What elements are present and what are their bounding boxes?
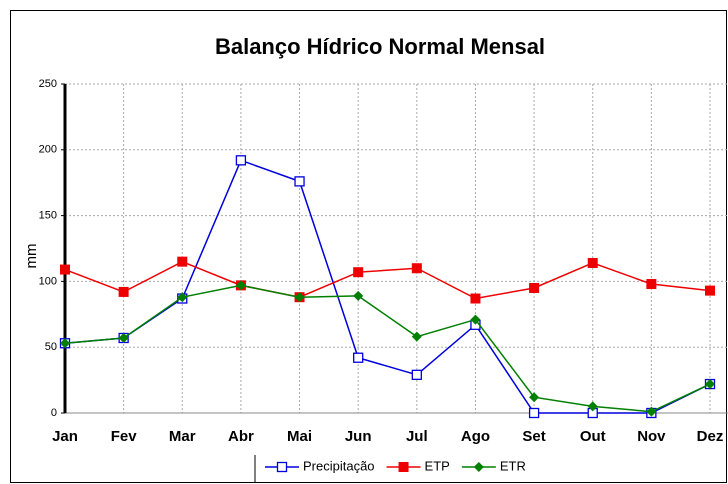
marker xyxy=(398,462,409,472)
y-tick-label: 0 xyxy=(51,407,57,419)
marker xyxy=(646,406,657,417)
x-tick-label: Out xyxy=(580,428,606,445)
marker xyxy=(587,401,598,412)
x-tick-label: Jun xyxy=(345,428,372,445)
y-tick-label: 200 xyxy=(39,144,57,156)
x-tick-label: Set xyxy=(522,428,545,445)
marker xyxy=(60,338,70,349)
series-line xyxy=(64,159,711,414)
marker xyxy=(118,332,129,343)
marker xyxy=(529,282,540,293)
marker xyxy=(177,292,188,303)
marker xyxy=(235,155,247,166)
series-line xyxy=(64,260,711,300)
marker xyxy=(294,292,305,303)
marker xyxy=(473,462,484,472)
marker xyxy=(411,263,422,274)
legend-label: Precipitação xyxy=(303,458,375,473)
x-tick-label: Jul xyxy=(406,428,428,445)
marker xyxy=(470,293,481,304)
x-tick-label: Ago xyxy=(461,428,490,445)
marker xyxy=(470,314,481,325)
legend: Precipitação ETP ETR xyxy=(254,455,526,483)
marker xyxy=(646,279,657,290)
marker xyxy=(353,352,364,363)
chart-title: Balanço Hídrico Normal Mensal xyxy=(215,34,545,59)
marker xyxy=(529,392,540,403)
legend-label: ETP xyxy=(425,458,450,473)
x-tick-label: Nov xyxy=(637,428,666,445)
y-tick-label: 150 xyxy=(39,210,57,222)
marker xyxy=(276,461,288,473)
marker xyxy=(60,264,70,275)
y-tick-label: 100 xyxy=(39,275,57,287)
x-tick-label: Mar xyxy=(169,428,196,445)
marker xyxy=(705,379,715,390)
marker xyxy=(411,369,422,380)
marker xyxy=(177,256,188,267)
marker xyxy=(587,257,598,268)
legend-label: ETR xyxy=(500,458,526,473)
marker xyxy=(528,407,540,419)
x-tick-label: Dez xyxy=(697,428,724,445)
marker xyxy=(235,280,246,291)
marker xyxy=(411,331,422,342)
series-line xyxy=(64,284,711,413)
marker xyxy=(118,286,129,297)
x-tick-label: Fev xyxy=(111,428,138,445)
y-axis-label: mm xyxy=(23,244,40,269)
y-tick-label: 250 xyxy=(39,78,57,90)
marker xyxy=(353,267,364,278)
y-tick-label: 50 xyxy=(45,341,57,353)
marker xyxy=(705,285,715,296)
marker xyxy=(294,176,305,187)
x-tick-label: Mai xyxy=(287,428,312,445)
chart-border xyxy=(10,10,727,483)
marker xyxy=(353,290,364,301)
x-tick-label: Jan xyxy=(52,428,78,445)
x-tick-label: Abr xyxy=(228,428,254,445)
